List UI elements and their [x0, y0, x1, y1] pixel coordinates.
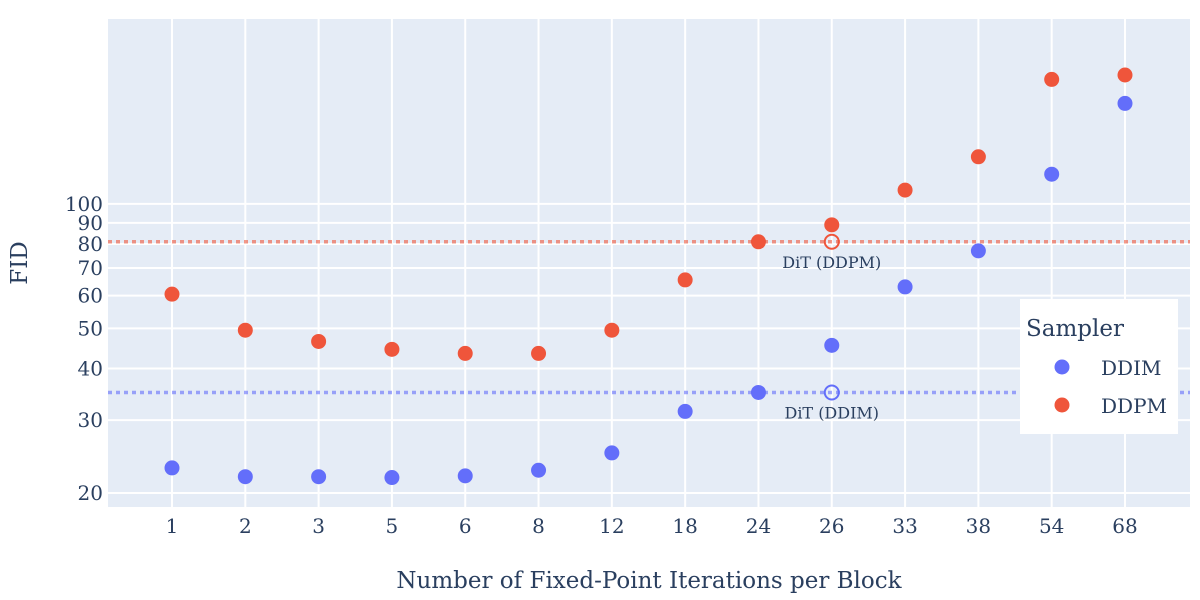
x-tick-label-8: 8: [532, 514, 545, 538]
legend-box: [1020, 299, 1178, 434]
plot-area: [108, 19, 1190, 507]
point-ddpm-3: [311, 333, 327, 349]
reference-labels: DiT (DDIM) DiT (DDPM): [782, 253, 881, 423]
point-ddpm-26: [824, 217, 840, 233]
point-ddpm-1: [164, 286, 180, 302]
point-ddim-12: [604, 445, 620, 461]
reference-label-ddim: DiT (DDIM): [784, 403, 879, 422]
point-ddpm-38: [970, 149, 986, 165]
point-ddim-33: [897, 279, 913, 295]
point-ddim-24: [750, 384, 766, 400]
point-ddpm-2: [237, 322, 253, 338]
point-ddpm-5: [384, 341, 400, 357]
y-gridlines: [108, 202, 1190, 494]
legend-title: Sampler: [1026, 316, 1124, 342]
x-tick-label-12: 12: [599, 514, 624, 538]
x-tick-label-1: 1: [166, 514, 179, 538]
point-ddim-1: [164, 460, 180, 476]
point-ddim-5: [384, 470, 400, 486]
y-tick-label-30: 30: [78, 408, 103, 432]
point-ddpm-6: [457, 345, 473, 361]
point-ddpm-24: [750, 234, 766, 250]
point-ddpm-8: [531, 345, 547, 361]
point-ddim-8: [531, 462, 547, 478]
point-ddpm-33: [897, 182, 913, 198]
y-tick-label-50: 50: [78, 316, 103, 340]
data-points: [164, 67, 1133, 486]
x-tick-label-2: 2: [239, 514, 252, 538]
point-ddim-54: [1044, 166, 1060, 182]
point-ddim-2: [237, 469, 253, 485]
x-tick-label-18: 18: [672, 514, 697, 538]
reference-marker-ddpm: [823, 233, 840, 250]
y-tick-label-100: 100: [65, 192, 103, 216]
point-ddim-26: [824, 337, 840, 353]
y-axis-title: FID: [7, 241, 33, 284]
legend-marker-ddpm[interactable]: [1054, 397, 1070, 413]
point-ddim-68: [1117, 95, 1133, 111]
x-tick-label-33: 33: [892, 514, 917, 538]
legend[interactable]: Sampler DDIM DDPM: [1020, 299, 1178, 434]
x-tick-label-5: 5: [386, 514, 399, 538]
point-ddpm-18: [677, 272, 693, 288]
y-tick-label-20: 20: [78, 481, 103, 505]
point-ddim-6: [457, 468, 473, 484]
x-tick-label-6: 6: [459, 514, 472, 538]
x-axis-title: Number of Fixed-Point Iterations per Blo…: [396, 568, 902, 594]
legend-marker-ddim[interactable]: [1054, 359, 1070, 375]
reference-label-ddpm: DiT (DDPM): [782, 253, 881, 272]
point-ddpm-68: [1117, 67, 1133, 83]
reference-marker-ddim: [823, 384, 840, 401]
x-tick-label-3: 3: [312, 514, 325, 538]
x-tick-labels: 1 2 3 5 6 8 12 18 24 26 33 38 54 68: [166, 514, 1138, 538]
x-tick-label-38: 38: [966, 514, 991, 538]
x-tick-label-68: 68: [1112, 514, 1137, 538]
point-ddpm-12: [604, 322, 620, 338]
point-ddim-38: [970, 243, 986, 259]
point-ddim-18: [677, 403, 693, 419]
y-tick-label-90: 90: [78, 211, 103, 235]
y-tick-label-60: 60: [78, 284, 103, 308]
x-tick-label-26: 26: [819, 514, 844, 538]
x-gridlines: [171, 19, 1126, 507]
point-ddim-3: [311, 469, 327, 485]
point-ddpm-54: [1044, 71, 1060, 87]
y-tick-label-40: 40: [78, 357, 103, 381]
legend-label-ddim[interactable]: DDIM: [1101, 356, 1161, 380]
x-tick-label-24: 24: [746, 514, 771, 538]
y-tick-label-70: 70: [78, 256, 103, 280]
y-tick-label-80: 80: [78, 232, 103, 256]
reference-markers: [823, 233, 840, 401]
legend-label-ddpm[interactable]: DDPM: [1101, 394, 1167, 418]
x-tick-label-54: 54: [1039, 514, 1064, 538]
